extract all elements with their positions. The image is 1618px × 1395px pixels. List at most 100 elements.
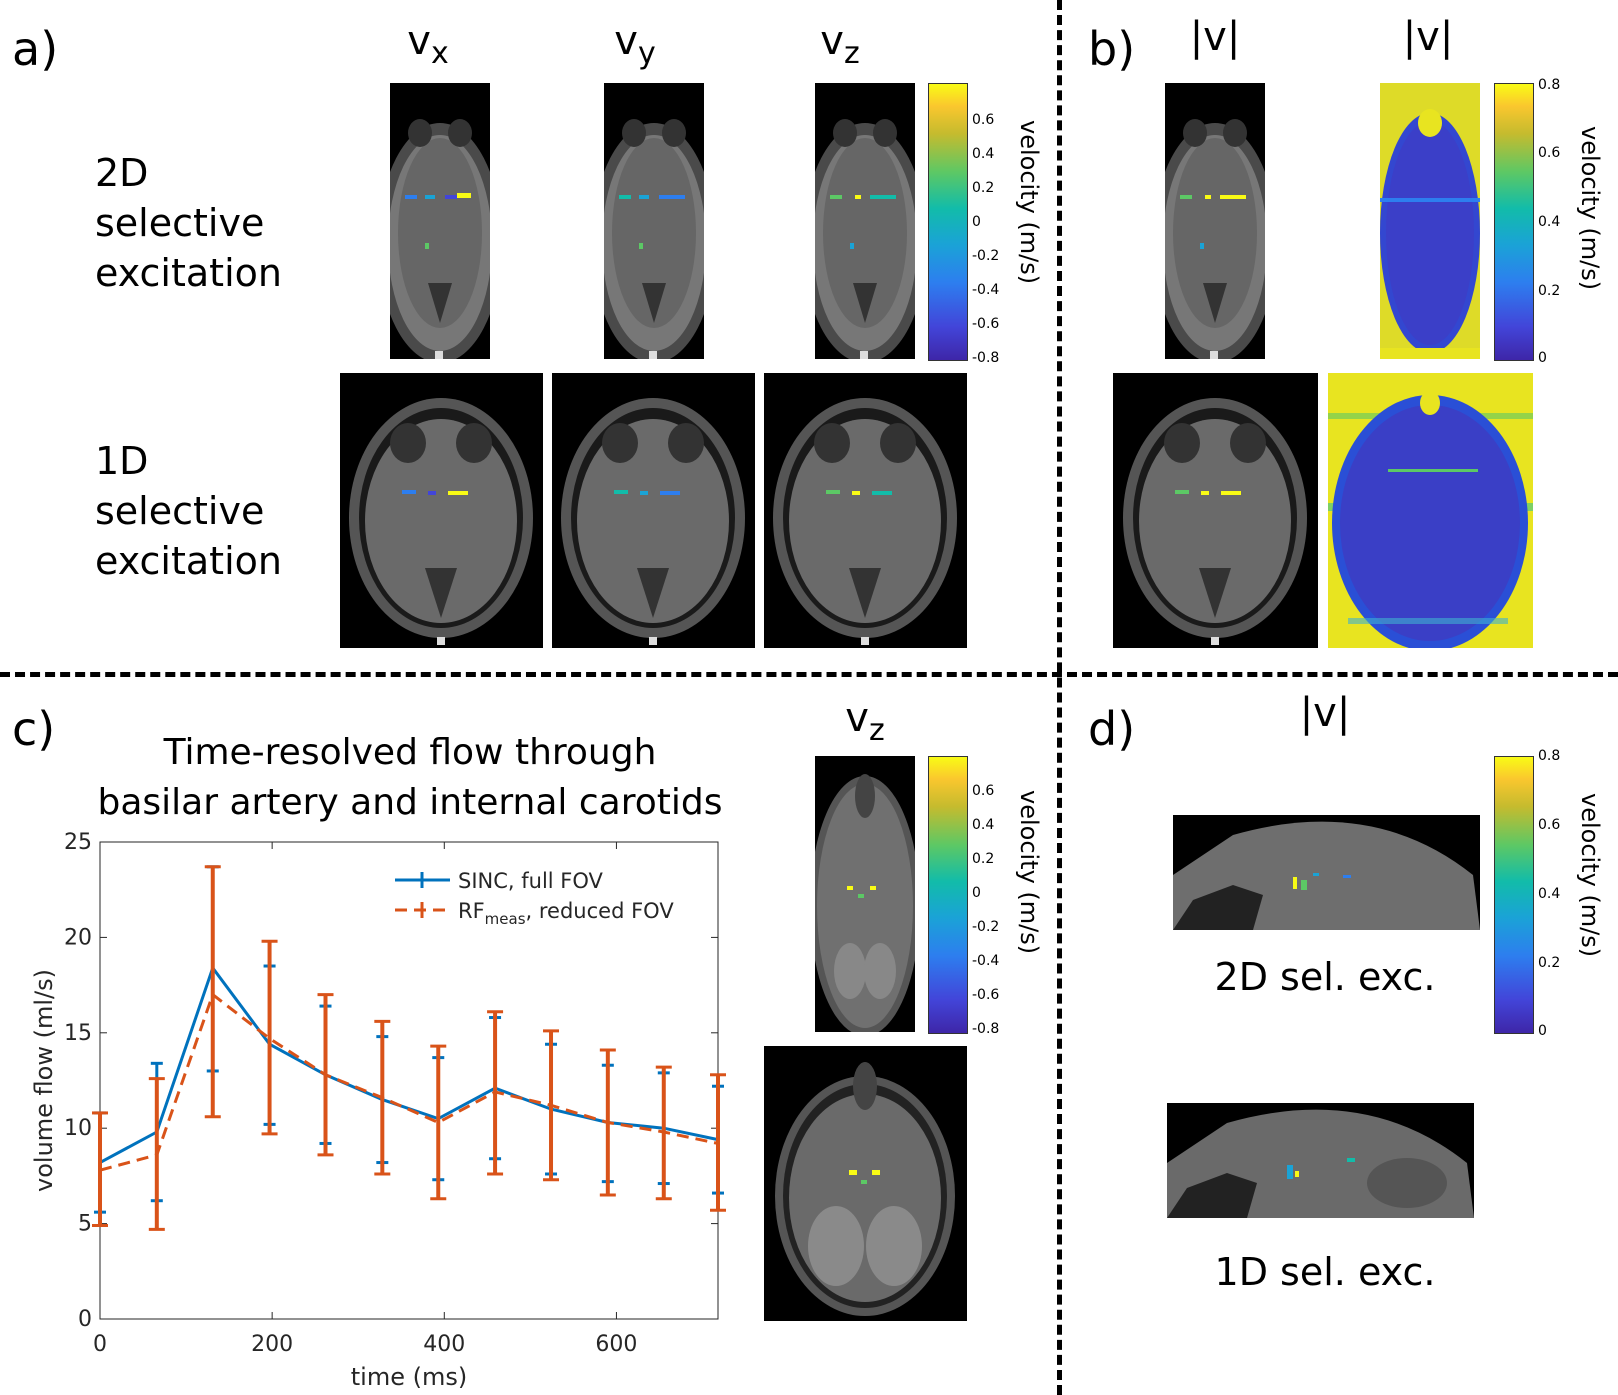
- mri-1d-vz: [764, 373, 967, 648]
- header-d-absv: |v|: [1299, 690, 1351, 736]
- plot-area: [99, 841, 719, 1320]
- legend-label-1-sub: meas: [485, 910, 526, 928]
- cbar-b-tick: 0.6: [1538, 145, 1561, 161]
- panel-d-label: d): [1088, 702, 1136, 756]
- cbar-a-tick: 0.2: [972, 180, 995, 196]
- caption-1d-sel-exc: 1D sel. exc.: [1214, 1250, 1436, 1294]
- cbar-b-tick: 0.2: [1538, 283, 1561, 299]
- vertical-divider: [1057, 0, 1062, 1395]
- mri-1d-vy: [552, 373, 755, 648]
- x-tick-label: 200: [251, 1332, 293, 1357]
- x-axis-label: time (ms): [351, 1363, 467, 1391]
- cbar-b-tick: 0.4: [1538, 214, 1561, 230]
- mri-1d-vx: [340, 373, 543, 648]
- header-b-absv-2: |v|: [1402, 14, 1454, 60]
- row-label-1d-line2: selective: [95, 489, 265, 533]
- header-vx: vx: [378, 18, 478, 71]
- cbar-a-tick: 0.4: [972, 146, 995, 162]
- x-tick-label: 600: [595, 1332, 637, 1357]
- y-axis-label: volume flow (ml/s): [30, 969, 58, 1192]
- header-vy-sub: y: [637, 36, 656, 71]
- cbar-c-label: velocity (m/s): [1015, 790, 1043, 955]
- panel-c-label: c): [12, 702, 56, 756]
- cbar-c-tick: -0.2: [972, 919, 1000, 935]
- flow-chart: 0 5 10 15 20 25 0 200 400 600 time (ms) volume flow…: [30, 830, 726, 1391]
- y-tick-label: 5: [78, 1212, 92, 1237]
- y-tick-label: 10: [64, 1116, 92, 1141]
- header-vx-v: v: [407, 18, 431, 64]
- header-vz: vz: [790, 18, 890, 71]
- row-label-2d-line1: 2D: [95, 151, 149, 195]
- y-tick-label: 0: [78, 1307, 92, 1332]
- header-c-vz-sub: z: [868, 713, 885, 748]
- mri-c-1d-vz: [764, 1046, 967, 1321]
- header-b-absv-1: |v|: [1189, 14, 1241, 60]
- cbar-b-tick: 0: [1538, 350, 1547, 366]
- cbar-c-tick: -0.6: [972, 987, 1000, 1003]
- y-tick-label: 15: [64, 1021, 92, 1046]
- series-line-1: [99, 992, 719, 1172]
- row-label-2d-line2: selective: [95, 201, 265, 245]
- legend-label-1-rest: , reduced FOV: [526, 899, 675, 923]
- mri-b-1d-velocity-map: [1328, 373, 1533, 648]
- row-label-1d-line3: excitation: [95, 539, 282, 583]
- header-c-vz: vz: [815, 695, 915, 748]
- cbar-c-tick: 0.2: [972, 851, 995, 867]
- header-c-vz-v: v: [845, 695, 869, 741]
- x-tick-label: 0: [93, 1332, 107, 1357]
- header-vz-v: v: [820, 18, 844, 64]
- cbar-c-tick: 0.4: [972, 817, 995, 833]
- mri-b-1d-magnitude: [1113, 373, 1318, 648]
- header-vy-v: v: [614, 18, 638, 64]
- cbar-a-tick: 0: [972, 214, 981, 230]
- mri-2d-vx: [390, 83, 490, 359]
- mri-b-2d-velocity-map: [1380, 83, 1480, 359]
- mri-b-2d-magnitude: [1165, 83, 1265, 359]
- cbar-a-tick: -0.4: [972, 282, 1000, 298]
- cbar-a-tick: -0.6: [972, 316, 1000, 332]
- cbar-c-tick: -0.4: [972, 953, 1000, 969]
- cbar-c-tick: 0: [972, 885, 981, 901]
- chart-title-line1: Time-resolved flow through: [163, 732, 657, 773]
- legend-label-0: SINC, full FOV: [458, 869, 604, 893]
- cbar-c-tick: -0.8: [972, 1021, 1000, 1037]
- mri-d-2d-sagittal: [1173, 815, 1480, 930]
- legend-label-1-main: RF: [458, 899, 485, 923]
- cbar-c-tick: 0.6: [972, 783, 995, 799]
- header-vy: vy: [585, 18, 685, 71]
- legend-label-1: RFmeas, reduced FOV: [458, 899, 674, 928]
- cbar-b-tick: 0.8: [1538, 77, 1561, 93]
- cbar-b-label: velocity (m/s): [1576, 126, 1604, 291]
- mri-c-2d-vz: [815, 756, 915, 1032]
- row-label-1d-line1: 1D: [95, 439, 149, 483]
- cbar-d-tick: 0.2: [1538, 955, 1561, 971]
- cbar-a-label: velocity (m/s): [1015, 120, 1043, 285]
- cbar-d-tick: 0.8: [1538, 748, 1561, 764]
- chart-title: Time-resolved flow through basilar arter…: [40, 728, 780, 828]
- y-tick-label: 20: [64, 925, 92, 950]
- y-tick-label: 25: [64, 830, 92, 855]
- cbar-d-tick: 0.6: [1538, 817, 1561, 833]
- colorbar-b: [1494, 83, 1534, 361]
- mri-2d-vz: [815, 83, 915, 359]
- panel-a-label: a): [12, 22, 59, 76]
- caption-2d-sel-exc: 2D sel. exc.: [1214, 955, 1436, 999]
- horizontal-divider: [0, 672, 1618, 677]
- cbar-d-label: velocity (m/s): [1576, 793, 1604, 958]
- mri-d-1d-sagittal: [1167, 1103, 1474, 1218]
- cbar-a-tick: -0.2: [972, 248, 1000, 264]
- x-tick-label: 400: [423, 1332, 465, 1357]
- cbar-a-tick: -0.8: [972, 350, 1000, 366]
- cbar-d-tick: 0: [1538, 1023, 1547, 1039]
- header-vx-sub: x: [430, 36, 449, 71]
- mri-2d-vy: [604, 83, 704, 359]
- cbar-a-tick: 0.6: [972, 112, 995, 128]
- row-label-2d-line3: excitation: [95, 251, 282, 295]
- row-label-1d: 1D selective excitation: [95, 436, 282, 586]
- colorbar-d: [1494, 756, 1534, 1034]
- chart-title-line2: basilar artery and internal carotids: [97, 782, 723, 823]
- header-vz-sub: z: [843, 36, 860, 71]
- colorbar-a: [928, 83, 968, 361]
- row-label-2d: 2D selective excitation: [95, 148, 282, 298]
- colorbar-c: [928, 756, 968, 1034]
